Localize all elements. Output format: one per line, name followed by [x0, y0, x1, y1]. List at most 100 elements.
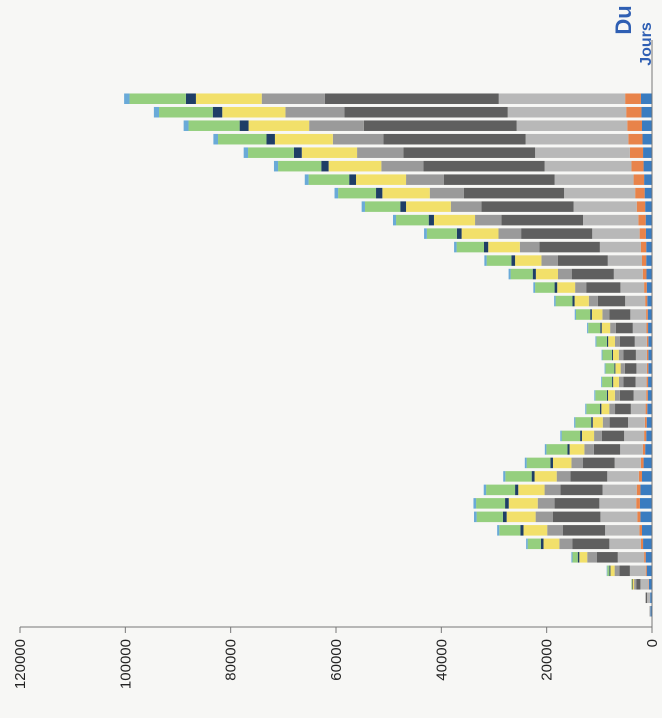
bar-segment	[625, 363, 637, 374]
bar-segment	[484, 485, 486, 496]
x-axis-title: Jours	[638, 22, 655, 66]
bar-segment	[487, 255, 512, 266]
bar-segment	[554, 296, 555, 307]
bar-segment	[583, 215, 638, 226]
bar-segment	[222, 107, 285, 118]
bar-segment	[646, 228, 652, 239]
bar-segment	[615, 336, 620, 347]
bar-segment	[634, 579, 636, 590]
bar-segment	[592, 228, 639, 239]
bar-segment	[635, 336, 647, 347]
bar-segment	[309, 174, 350, 185]
bar-segment	[646, 255, 652, 266]
bar-segment	[642, 471, 652, 482]
bar-segment	[464, 188, 564, 199]
bar-segment	[588, 323, 600, 334]
bar-segment	[633, 323, 647, 334]
bar-segment	[266, 134, 274, 145]
bar-segment	[640, 498, 652, 509]
bar-segment	[186, 93, 196, 104]
bar-segment	[383, 134, 525, 145]
bar-segment	[474, 512, 477, 523]
bar-segment	[644, 161, 652, 172]
bar-segment	[564, 188, 635, 199]
bar-segment	[620, 336, 635, 347]
bar-segment	[572, 539, 609, 550]
bar-segment	[586, 282, 620, 293]
bar-segment	[614, 363, 615, 374]
bar-segment	[641, 93, 652, 104]
bar-segment	[619, 377, 623, 388]
bar-segment	[645, 296, 647, 307]
bar-segment	[189, 120, 240, 131]
bar-segment	[645, 188, 652, 199]
value-tick-label: 60000	[328, 639, 345, 681]
bar-segment	[602, 350, 611, 361]
bar-segment	[634, 174, 645, 185]
bar-segment	[567, 444, 569, 455]
bar-segment	[625, 296, 645, 307]
bar-segment	[285, 107, 344, 118]
bar-segment	[644, 282, 647, 293]
bar-segment	[602, 350, 603, 361]
bar-segment	[362, 201, 365, 212]
bar-segment	[646, 269, 652, 280]
bar-segment	[609, 539, 641, 550]
bar-segment	[608, 255, 642, 266]
bar-segment	[558, 269, 572, 280]
bar-segment	[240, 120, 249, 131]
bar-segment	[640, 579, 648, 590]
bar-segment	[274, 161, 278, 172]
bar-segment	[550, 458, 553, 469]
bar-segment	[607, 390, 608, 401]
bar-segment	[631, 579, 632, 590]
bar-segment	[538, 498, 555, 509]
bar-segment	[648, 579, 649, 590]
bar-segment	[184, 120, 189, 131]
bar-segment	[630, 309, 646, 320]
bar-segment	[635, 188, 644, 199]
bar-segment	[592, 309, 603, 320]
bar-segment	[584, 444, 593, 455]
bar-segment	[631, 161, 643, 172]
bar-segment	[574, 417, 575, 428]
bar-segment	[600, 323, 601, 334]
bar-segment	[610, 323, 616, 334]
bar-segment	[620, 444, 643, 455]
bar-segment	[218, 134, 266, 145]
bar-segment	[570, 471, 607, 482]
bar-segment	[454, 242, 457, 253]
value-tick-label: 120000	[12, 639, 29, 689]
bar-segment	[593, 417, 603, 428]
bar-segment	[646, 323, 648, 334]
bar-segment	[600, 242, 641, 253]
bar-segment	[544, 539, 560, 550]
bar-segment	[560, 485, 602, 496]
bar-segment	[618, 552, 644, 563]
bar-segment	[583, 458, 615, 469]
bar-segment	[642, 255, 646, 266]
bar-segment	[553, 458, 571, 469]
bar-segment	[511, 269, 533, 280]
bar-segment	[536, 269, 558, 280]
value-tick-label: 40000	[433, 639, 450, 681]
bar-segment	[499, 525, 520, 536]
bar-segment	[508, 107, 627, 118]
bar-segment	[647, 296, 652, 307]
bar-segment	[605, 525, 639, 536]
bar-segment	[648, 323, 652, 334]
bar-segment	[527, 458, 551, 469]
bar-segment	[545, 485, 561, 496]
bar-segment	[640, 512, 652, 523]
bar-segment	[615, 390, 620, 401]
bar-segment	[602, 377, 612, 388]
bar-segment	[628, 134, 642, 145]
bar-segment	[511, 255, 515, 266]
bar-segment	[642, 525, 652, 536]
bar-segment	[636, 377, 647, 388]
bar-segment	[541, 539, 544, 550]
bar-segment	[647, 404, 652, 415]
bar-segment	[429, 215, 434, 226]
bar-segment	[563, 525, 605, 536]
bar-segment	[614, 269, 643, 280]
